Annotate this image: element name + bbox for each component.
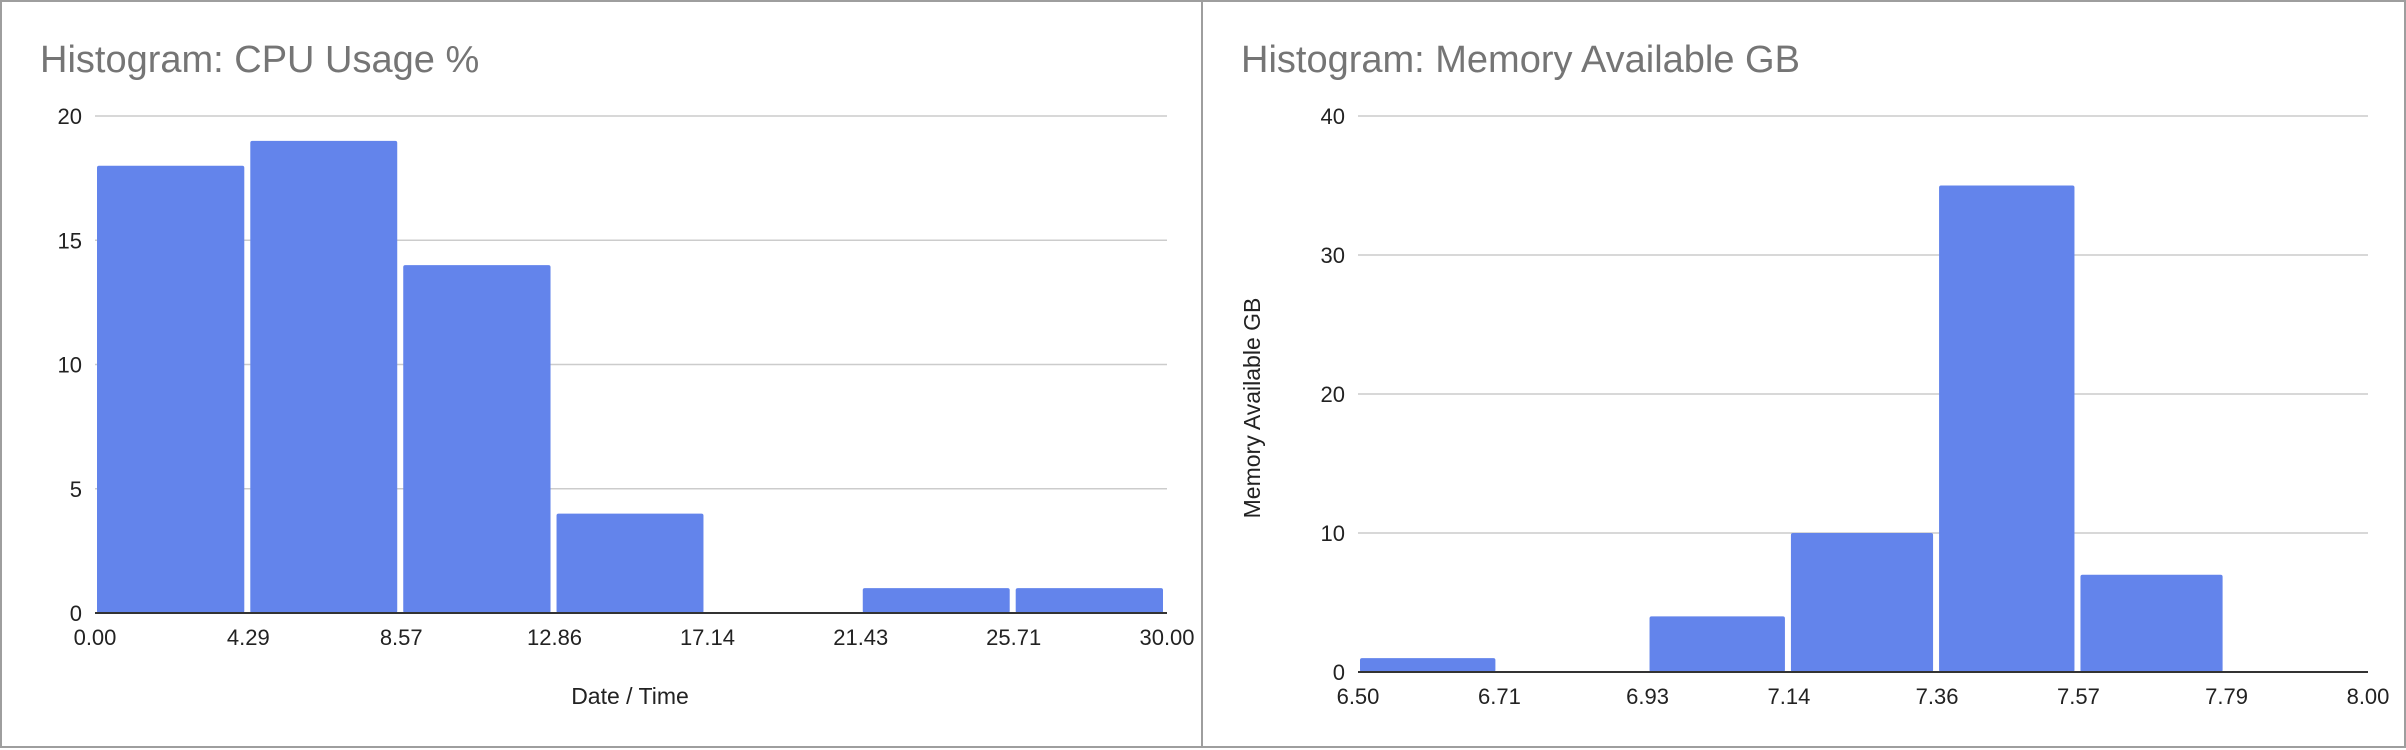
memory-histogram-panel: Histogram: Memory Available GB 0 10 20 30 40… [1201, 0, 2406, 748]
x-tick-label: 7.14 [1768, 684, 1811, 709]
x-tick-label: 21.43 [833, 625, 888, 650]
histogram-bar [1015, 588, 1163, 613]
memory-histogram-chart: Histogram: Memory Available GB 0 10 20 30 40… [1239, 39, 2390, 709]
y-tick-label: 0 [1333, 660, 1345, 685]
histogram-bar [1360, 658, 1496, 672]
y-tick-label: 0 [70, 601, 82, 626]
chart-title: Histogram: Memory Available GB [1241, 39, 1800, 81]
x-tick-label: 0.00 [74, 625, 117, 650]
x-axis-label: Date / Time [571, 683, 689, 709]
x-tick-label: 30.00 [1139, 625, 1194, 650]
y-axis-label: Memory Available GB [1239, 298, 1265, 519]
y-tick-label: 30 [1321, 243, 1345, 268]
y-tick-label: 10 [1321, 521, 1345, 546]
x-tick-label: 4.29 [227, 625, 270, 650]
x-tick-label: 17.14 [680, 625, 735, 650]
histogram-bar [97, 165, 245, 613]
histogram-bar [556, 513, 704, 613]
x-tick-label: 8.00 [2347, 684, 2390, 709]
cpu-histogram-chart: Histogram: CPU Usage % 0 5 10 15 20 0.00 4.29 8… [40, 39, 1195, 709]
x-tick-label: 7.79 [2205, 684, 2248, 709]
y-tick-label: 20 [1321, 382, 1345, 407]
x-tick-label: 6.71 [1478, 684, 1521, 709]
cpu-histogram-panel: Histogram: CPU Usage % 0 5 10 15 20 0.00 4.29 8… [0, 0, 1203, 748]
y-tick-label: 20 [58, 104, 82, 129]
histogram-bar [862, 588, 1010, 613]
histogram-bar [250, 140, 398, 613]
y-tick-label: 15 [58, 228, 82, 253]
chart-title: Histogram: CPU Usage % [40, 39, 479, 81]
histogram-bar [403, 265, 551, 613]
x-tick-label: 7.57 [2057, 684, 2100, 709]
x-tick-label: 8.57 [380, 625, 423, 650]
x-tick-label: 25.71 [986, 625, 1041, 650]
histogram-bar [1939, 185, 2075, 672]
y-tick-label: 5 [70, 477, 82, 502]
histogram-bar [2080, 574, 2223, 672]
x-tick-label: 6.50 [1337, 684, 1380, 709]
histogram-bar [1649, 616, 1785, 672]
y-tick-label: 40 [1321, 104, 1345, 129]
y-tick-label: 10 [58, 353, 82, 378]
x-tick-label: 12.86 [527, 625, 582, 650]
x-tick-label: 7.36 [1916, 684, 1959, 709]
x-tick-label: 6.93 [1626, 684, 1669, 709]
histogram-bar [1790, 533, 1934, 672]
